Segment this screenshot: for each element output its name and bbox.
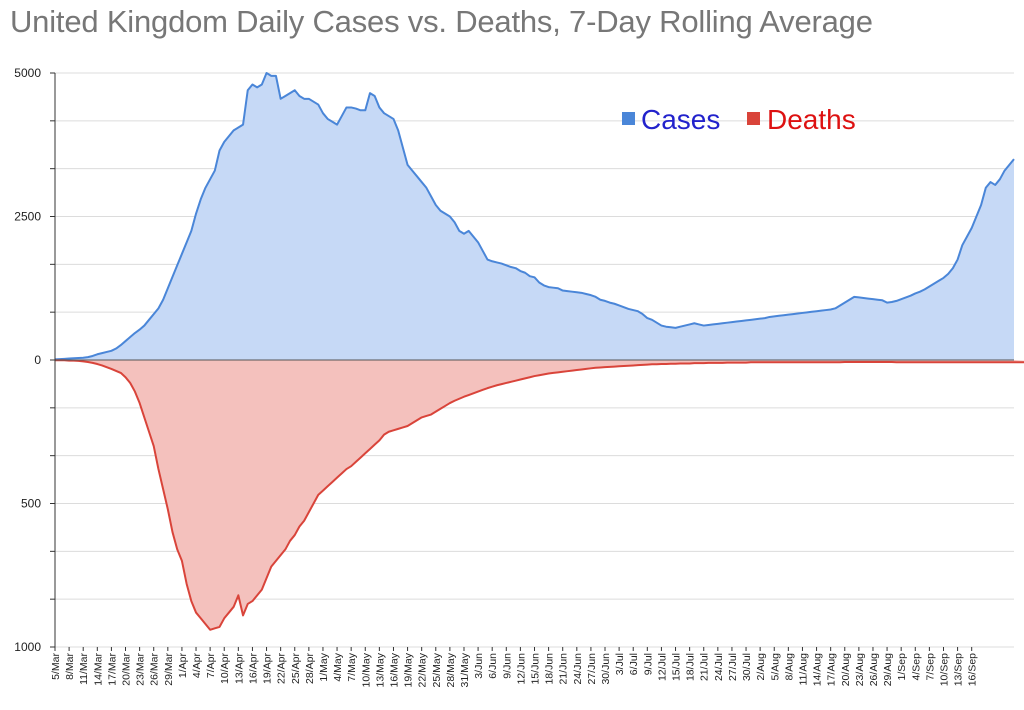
x-tick-label: 7/May [346,652,358,681]
x-tick-label: 24/Jul [713,653,725,681]
x-tick-label: 30/Jul [741,653,753,681]
x-tick-label: 2/Aug [755,653,767,681]
x-tick-label: 18/Jul [685,653,697,681]
cases-area [55,73,1014,360]
x-tick-label: 15/Jul [671,653,683,681]
x-tick-label: 26/Aug [868,653,880,686]
x-tick-label: 7/Apr [205,653,217,679]
x-tick-label: 28/Apr [304,652,316,683]
x-tick-label: 11/Aug [797,653,809,686]
y-tick-label: 1000 [14,640,41,654]
x-tick-label: 13/Apr [233,652,245,683]
x-tick-label: 1/Sep [896,653,908,681]
x-tick-label: 7/Sep [924,653,936,681]
x-tick-label: 10/May [360,652,372,687]
x-tick-label: 23/Aug [854,653,866,686]
x-tick-label: 16/Apr [247,652,259,683]
y-tick-label: 500 [21,497,41,511]
x-tick-label: 17/Aug [826,653,838,686]
x-tick-label: 4/Sep [910,653,922,681]
x-tick-label: 23/Mar [135,653,147,686]
x-tick-label: 10/Sep [938,653,950,686]
x-tick-label: 6/Jun [487,653,499,679]
x-tick-label: 10/Apr [219,652,231,683]
x-tick-label: 5/Mar [50,653,62,680]
x-tick-label: 31/May [459,652,471,687]
x-tick-label: 30/Jun [600,653,612,685]
x-tick-label: 9/Jul [642,653,654,675]
x-tick-label: 21/Jul [699,653,711,681]
x-tick-label: 15/Jun [530,653,542,685]
x-tick-label: 8/Mar [64,653,76,680]
legend-swatch-deaths [747,112,760,125]
legend-label-deaths: Deaths [767,104,856,135]
x-tick-label: 13/May [374,652,386,687]
x-tick-label: 24/Jun [572,653,584,685]
x-tick-label: 19/Apr [262,652,274,683]
x-tick-label: 3/Jul [614,653,626,675]
x-tick-label: 9/Jun [501,653,513,679]
x-tick-label: 12/Jun [515,653,527,685]
legend-swatch-cases [622,112,635,125]
x-tick-label: 14/Aug [812,653,824,686]
x-tick-label: 21/Jun [558,653,570,685]
x-tick-label: 8/Aug [783,653,795,681]
x-tick-label: 14/Mar [92,653,104,686]
chart-title: United Kingdom Daily Cases vs. Deaths, 7… [10,4,873,39]
x-tick-label: 3/Jun [473,653,485,679]
x-tick-label: 29/Mar [163,653,175,686]
y-tick-label: 0 [34,353,41,367]
y-axis-ticks: 5000 2500 0 500 1000 [14,66,55,654]
x-tick-label: 4/Apr [191,653,203,679]
x-tick-label: 1/May [318,652,330,681]
x-tick-label: 27/Jul [727,653,739,681]
x-tick-label: 1/Apr [177,653,189,679]
legend: Cases Deaths [622,104,856,135]
x-tick-label: 29/Aug [882,653,894,686]
x-tick-label: 13/Sep [953,653,965,686]
x-tick-label: 20/Aug [840,653,852,686]
x-tick-label: 11/Mar [78,653,90,685]
x-tick-label: 16/Sep [967,653,979,686]
x-tick-label: 6/Jul [628,653,640,675]
x-tick-label: 4/May [332,652,344,681]
legend-label-cases: Cases [641,104,720,135]
x-tick-label: 18/Jun [544,653,556,685]
x-tick-label: 22/May [417,652,429,687]
y-tick-label: 5000 [14,66,41,80]
x-tick-label: 22/Apr [276,652,288,683]
x-tick-label: 19/May [403,652,415,687]
x-tick-label: 27/Jun [586,653,598,685]
x-axis-ticks: 5/Mar 8/Mar 11/Mar 14/Mar 17/Mar 20/Mar 23/Mar… [50,647,979,687]
x-tick-label: 20/Mar [121,653,133,686]
deaths-line [55,359,1024,631]
x-tick-label: 25/May [431,652,443,687]
x-tick-label: 25/Apr [290,652,302,683]
x-tick-label: 12/Jul [656,653,668,681]
x-tick-label: 5/Aug [769,653,781,681]
x-tick-label: 17/Mar [106,653,118,686]
x-tick-label: 26/Mar [149,653,161,686]
y-tick-label: 2500 [14,210,41,224]
x-tick-label: 16/May [388,652,400,687]
deaths-area [55,360,1024,630]
cases-line [54,72,1015,361]
x-tick-label: 28/May [445,652,457,687]
